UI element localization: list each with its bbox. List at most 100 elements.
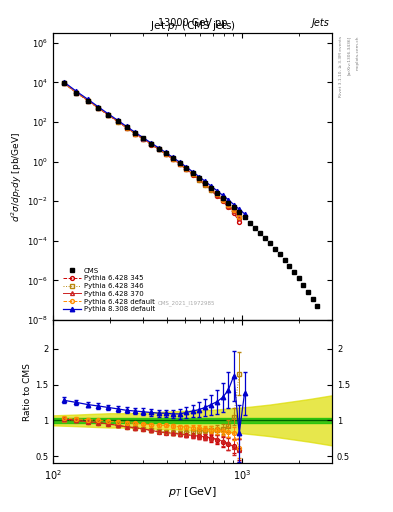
CMS (116, 118, 120, 124)
Text: [arXiv:1306.3436]: [arXiv:1306.3436] (347, 36, 351, 75)
Pythia 6.428 default (106, 112, 110, 118)
Pythia 6.428 default (124, 124, 129, 131)
CMS (124, 124, 129, 130)
Pythia 6.428 370 (209, 186, 213, 193)
Pythia 8.308 default (209, 183, 213, 189)
Pythia 6.428 346 (203, 181, 208, 187)
Pythia 6.428 default (184, 165, 189, 172)
Pythia 6.428 345 (74, 90, 79, 96)
Pythia 6.428 345 (170, 156, 175, 162)
Text: mcplots.cern.ch: mcplots.cern.ch (355, 36, 359, 70)
Line: Pythia 6.428 345: Pythia 6.428 345 (62, 81, 241, 224)
Line: Pythia 6.428 370: Pythia 6.428 370 (62, 81, 241, 220)
Pythia 6.428 345 (133, 131, 138, 137)
Pythia 6.428 default (61, 80, 66, 86)
CMS (209, 185, 213, 191)
CMS (253, 225, 257, 231)
Pythia 6.428 346 (96, 105, 101, 111)
Pythia 6.428 346 (163, 151, 168, 157)
CMS (133, 130, 138, 136)
Pythia 8.308 default (220, 192, 225, 198)
CMS (220, 195, 225, 201)
CMS (163, 150, 168, 156)
Pythia 8.308 default (163, 150, 168, 156)
Pythia 6.428 default (170, 156, 175, 162)
Pythia 6.428 345 (149, 141, 153, 147)
Pythia 8.308 default (149, 140, 153, 146)
Pythia 6.428 370 (231, 208, 236, 215)
CMS (258, 230, 263, 236)
Pythia 6.428 default (190, 170, 195, 177)
Pythia 6.428 default (133, 131, 138, 137)
Pythia 8.308 default (242, 211, 247, 217)
Pythia 6.428 346 (215, 191, 219, 198)
Pythia 6.428 370 (237, 215, 242, 221)
CMS (263, 235, 268, 241)
Pythia 6.428 346 (220, 197, 225, 203)
Pythia 6.428 370 (203, 181, 208, 187)
CMS (177, 160, 182, 166)
Pythia 6.428 370 (184, 166, 189, 172)
Pythia 6.428 345 (184, 166, 189, 173)
Pythia 8.308 default (116, 117, 120, 123)
CMS (301, 282, 306, 288)
Pythia 6.428 default (116, 118, 120, 124)
Pythia 8.308 default (203, 178, 208, 184)
CMS (226, 200, 231, 206)
Pythia 6.428 345 (177, 161, 182, 167)
Line: Pythia 6.428 346: Pythia 6.428 346 (62, 81, 241, 219)
CMS (170, 155, 175, 161)
Pythia 6.428 345 (196, 177, 201, 183)
CMS (248, 220, 252, 226)
CMS (203, 180, 208, 186)
Pythia 6.428 370 (170, 156, 175, 162)
Pythia 6.428 default (74, 90, 79, 96)
Pythia 6.428 346 (190, 171, 195, 177)
Pythia 8.308 default (124, 123, 129, 130)
Pythia 8.308 default (196, 174, 201, 180)
Pythia 8.308 default (106, 111, 110, 117)
Pythia 6.428 370 (141, 136, 145, 142)
CMS (86, 97, 90, 103)
CMS (310, 295, 315, 302)
Pythia 6.428 default (220, 197, 225, 203)
CMS (141, 135, 145, 141)
Y-axis label: Ratio to CMS: Ratio to CMS (23, 362, 32, 421)
CMS (149, 141, 153, 147)
Pythia 6.428 370 (220, 197, 225, 203)
CMS (96, 105, 101, 111)
Pythia 6.428 default (86, 97, 90, 103)
Pythia 6.428 346 (74, 90, 79, 96)
Pythia 6.428 default (209, 186, 213, 192)
Pythia 8.308 default (226, 197, 231, 203)
Pythia 6.428 default (203, 181, 208, 187)
Pythia 6.428 default (215, 191, 219, 197)
Title: Jet $p_T$ (CMS jets): Jet $p_T$ (CMS jets) (150, 19, 235, 33)
Pythia 8.308 default (184, 164, 189, 170)
Pythia 6.428 345 (220, 198, 225, 204)
Pythia 6.428 370 (124, 124, 129, 131)
CMS (277, 251, 282, 257)
CMS (306, 289, 310, 295)
Pythia 6.428 345 (215, 193, 219, 199)
Pythia 6.428 default (163, 151, 168, 157)
Pythia 6.428 370 (86, 97, 90, 103)
Pythia 6.428 346 (86, 98, 90, 104)
Pythia 6.428 370 (190, 171, 195, 177)
CMS (292, 269, 297, 275)
Pythia 8.308 default (237, 206, 242, 212)
Pythia 6.428 default (237, 214, 242, 220)
Pythia 8.308 default (133, 130, 138, 136)
Pythia 6.428 370 (74, 90, 79, 96)
Pythia 6.428 345 (209, 187, 213, 194)
CMS (268, 240, 272, 246)
Pythia 6.428 370 (226, 202, 231, 208)
CMS (106, 112, 110, 118)
CMS (156, 145, 161, 152)
Pythia 6.428 370 (116, 118, 120, 124)
Pythia 6.428 346 (177, 161, 182, 167)
Text: Rivet 3.1.10, ≥ 3.3M events: Rivet 3.1.10, ≥ 3.3M events (339, 36, 343, 97)
CMS (315, 303, 320, 309)
CMS (296, 275, 301, 281)
Pythia 6.428 345 (237, 219, 242, 225)
